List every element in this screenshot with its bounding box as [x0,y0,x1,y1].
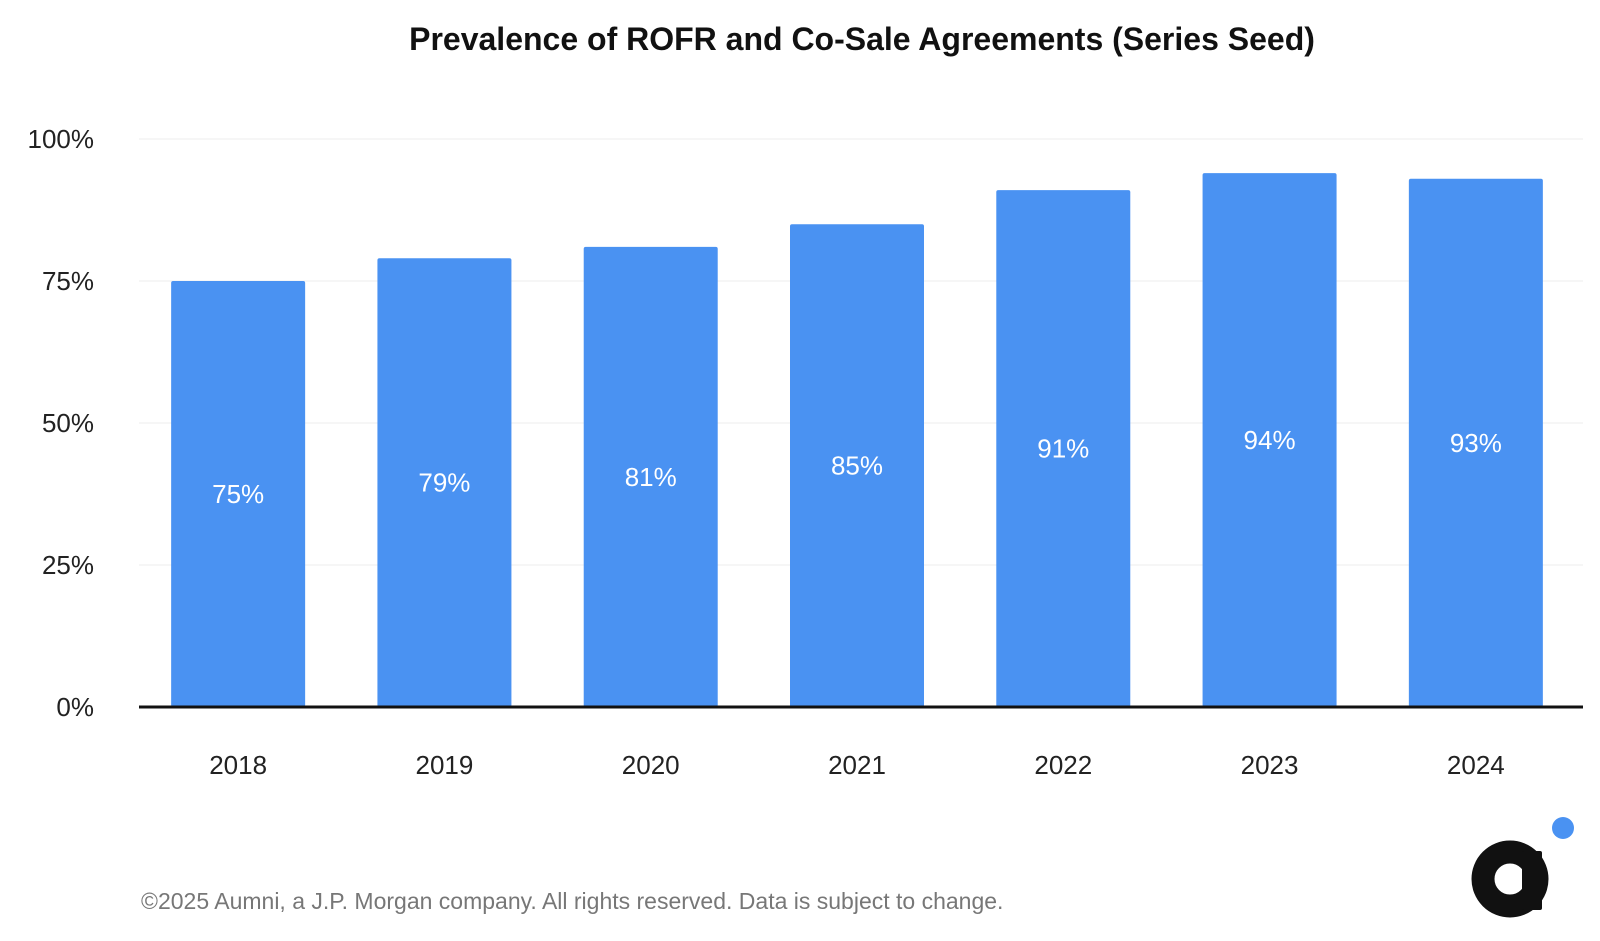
bar-2021 [790,224,924,707]
x-tick-label-2018: 2018 [209,750,267,780]
y-tick-label: 0% [56,692,94,722]
x-tick-label-2022: 2022 [1034,750,1092,780]
y-tick-label: 50% [42,408,94,438]
bar-2022 [996,190,1131,707]
bar-2019 [377,258,512,707]
y-axis: 0% 25% 50% 75% 100% [28,124,95,722]
y-tick-label: 75% [42,266,94,296]
x-tick-label-2024: 2024 [1447,750,1505,780]
bar-2024 [1408,178,1543,707]
bar-2023 [1202,173,1337,707]
data-label-2022: 91% [1037,434,1089,464]
bar-2020 [583,246,718,708]
chart-title: Prevalence of ROFR and Co-Sale Agreement… [409,21,1315,57]
x-tick-label-2019: 2019 [416,750,474,780]
data-label-2021: 85% [831,451,883,481]
aumni-logo-icon [1471,817,1574,918]
footer-copyright: ©2025 Aumni, a J.P. Morgan company. All … [141,888,1003,914]
logo-letter-stem [1522,851,1542,910]
x-axis: 2018 2019 2020 2021 2022 2023 2024 [139,705,1583,780]
data-label-2019: 79% [418,468,470,498]
bars [171,173,1543,708]
x-tick-label-2023: 2023 [1241,750,1299,780]
y-tick-label: 25% [42,550,94,580]
logo-dot [1552,817,1574,839]
bar-2018 [171,281,306,707]
x-tick-label-2020: 2020 [622,750,680,780]
data-labels: 75% 79% 81% 85% 91% 94% 93% [212,425,1502,509]
data-label-2018: 75% [212,479,264,509]
data-label-2024: 93% [1450,428,1502,458]
data-label-2023: 94% [1244,425,1296,455]
x-tick-label-2021: 2021 [828,750,886,780]
y-tick-label: 100% [28,124,95,154]
data-label-2020: 81% [625,462,677,492]
